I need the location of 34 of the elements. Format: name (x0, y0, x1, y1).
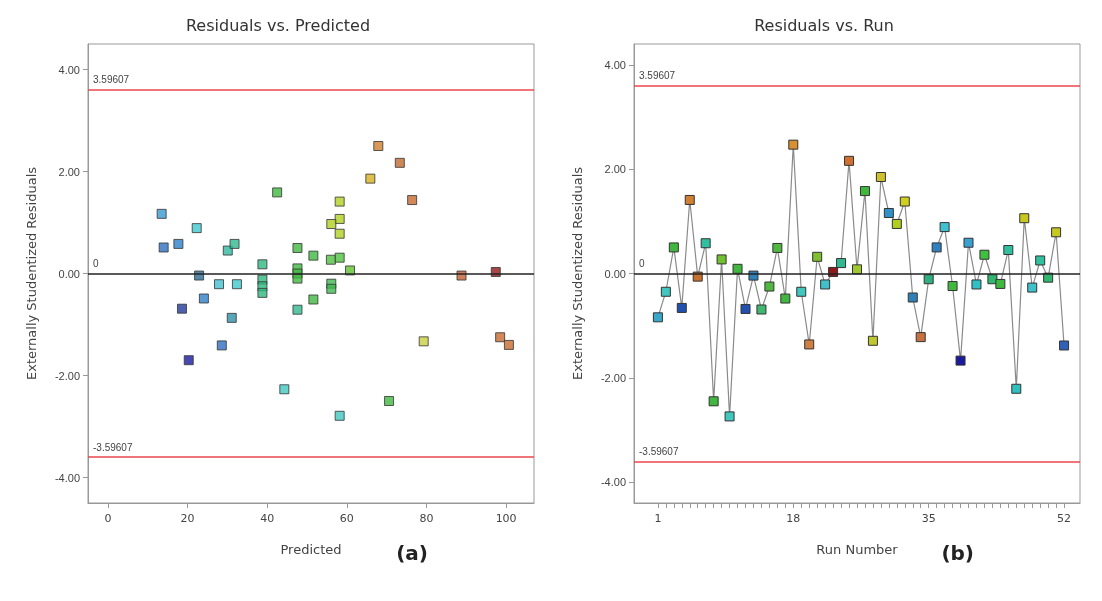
y-tick-label: 2.00 (58, 165, 80, 178)
y-tick-label: 0.00 (604, 267, 626, 280)
text: (a) (396, 541, 428, 565)
x-tick-label: 40 (260, 512, 275, 525)
y-axis-title: Externally Studentized Residuals (570, 166, 585, 381)
text: (b) (941, 541, 975, 565)
y-tick-label: -2.00 (54, 369, 80, 382)
x-tick-label: 35 (921, 512, 936, 525)
ref-line-label: -3.59607 (93, 441, 133, 453)
ref-line-label: -3.59607 (639, 445, 679, 457)
x-tick-label: 60 (339, 512, 354, 525)
chart-title: Residuals vs. Run (754, 15, 894, 35)
x-tick-label: 0 (104, 512, 112, 525)
y-tick-label: -4.00 (54, 471, 80, 484)
ref-line-label: 0 (93, 258, 99, 269)
y-tick-label: 0.00 (58, 267, 80, 280)
x-tick-label: 1 (654, 512, 662, 525)
x-tick-label: 20 (180, 512, 195, 525)
x-tick-label: 100 (495, 512, 517, 525)
y-tick-label: -2.00 (600, 371, 626, 384)
y-tick-label: -4.00 (600, 476, 626, 489)
chart-title: Residuals vs. Predicted (185, 15, 371, 35)
x-tick-label: 80 (419, 512, 434, 525)
x-tick-label: 52 (1057, 512, 1072, 525)
y-axis-title: Externally Studentized Residuals (24, 166, 39, 381)
y-tick-label: 2.00 (604, 163, 626, 176)
ref-line-label: 3.59607 (639, 70, 676, 82)
y-tick-label: 4.00 (604, 58, 626, 71)
x-tick-label: 18 (786, 512, 801, 525)
y-tick-label: 4.00 (58, 63, 80, 76)
ref-line-label: 0 (639, 258, 645, 269)
x-axis-title: Predicted (280, 542, 342, 557)
ref-line-label: 3.59607 (93, 74, 130, 86)
x-axis-title: Run Number (816, 542, 899, 557)
